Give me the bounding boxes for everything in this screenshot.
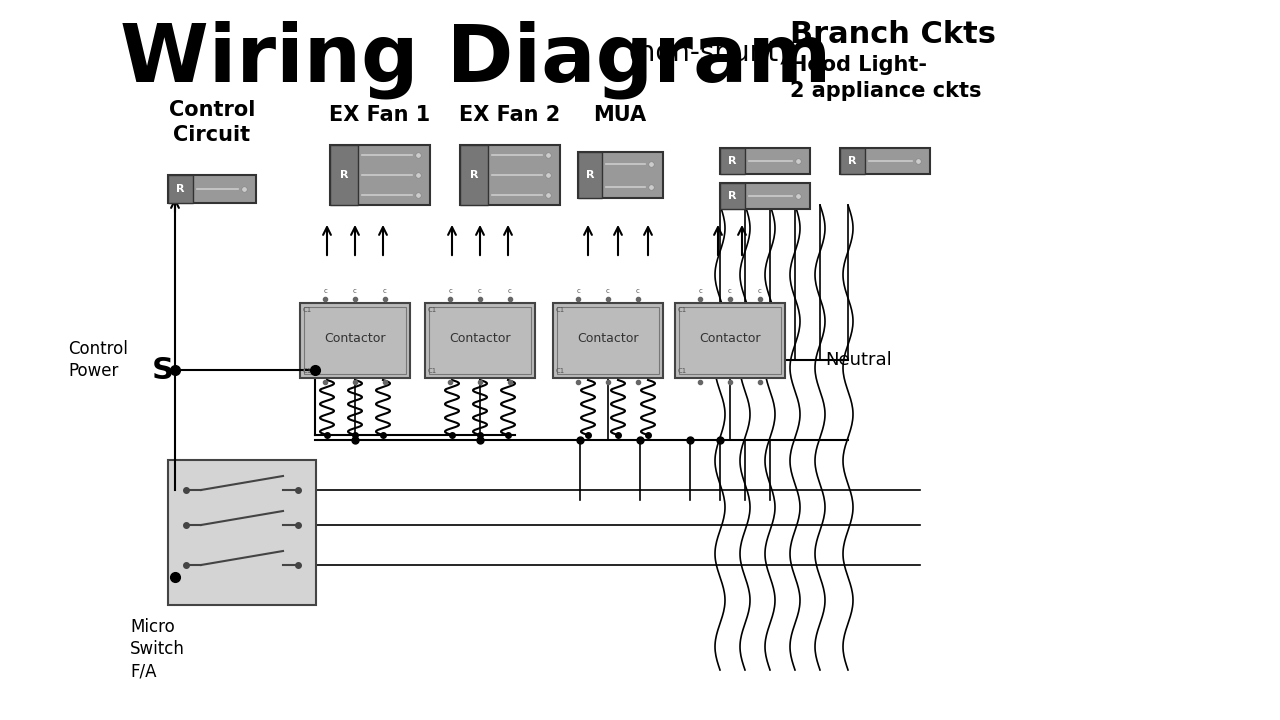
Bar (553, 302, 663, 377)
Text: C1: C1 (556, 367, 566, 374)
Bar (719, 183, 745, 209)
Bar (300, 302, 410, 377)
Bar (840, 148, 865, 174)
Text: c: c (576, 287, 580, 294)
Bar (678, 307, 781, 374)
Text: c: c (728, 287, 732, 294)
Text: C1: C1 (678, 307, 687, 312)
Text: C1: C1 (303, 367, 312, 374)
Text: C1: C1 (556, 307, 566, 312)
Text: c: c (699, 287, 703, 294)
Bar (330, 145, 430, 205)
Text: Control
Power: Control Power (68, 340, 128, 380)
Text: (non-shunt): (non-shunt) (628, 38, 790, 66)
Text: C1: C1 (428, 367, 438, 374)
Text: c: c (508, 287, 512, 294)
Text: EX Fan 2: EX Fan 2 (460, 105, 561, 125)
Text: Control
Circuit: Control Circuit (169, 100, 255, 145)
Text: Contactor: Contactor (449, 331, 511, 344)
Bar (840, 148, 931, 174)
Text: c: c (636, 287, 640, 294)
Text: c: c (605, 287, 611, 294)
Bar (305, 307, 406, 374)
Bar (579, 152, 602, 198)
Bar (330, 145, 358, 205)
Bar (579, 152, 663, 198)
Text: c: c (353, 287, 357, 294)
Text: R: R (177, 184, 184, 194)
Bar (168, 460, 316, 605)
Text: Micro
Switch
F/A: Micro Switch F/A (131, 618, 184, 680)
Bar (675, 302, 785, 377)
Text: Neutral: Neutral (826, 351, 892, 369)
Bar (460, 145, 488, 205)
Bar (719, 183, 810, 209)
Text: Wiring Diagram: Wiring Diagram (120, 20, 832, 99)
Text: EX Fan 1: EX Fan 1 (329, 105, 430, 125)
Text: R: R (339, 170, 348, 180)
Text: c: c (477, 287, 483, 294)
Text: c: c (324, 287, 328, 294)
Bar (168, 175, 193, 203)
Bar (429, 307, 531, 374)
Text: c: c (383, 287, 387, 294)
Bar (168, 175, 256, 203)
Text: c: c (448, 287, 452, 294)
Bar (425, 302, 535, 377)
Bar (557, 307, 659, 374)
Text: Hood Light-
2 appliance ckts: Hood Light- 2 appliance ckts (790, 55, 982, 102)
Text: R: R (728, 156, 737, 166)
Text: C1: C1 (678, 367, 687, 374)
Bar (719, 148, 745, 174)
Text: R: R (728, 191, 737, 201)
Text: R: R (586, 170, 594, 180)
Text: Branch Ckts: Branch Ckts (790, 20, 996, 49)
Text: Contactor: Contactor (324, 331, 385, 344)
Text: c: c (758, 287, 762, 294)
Text: Contactor: Contactor (699, 331, 760, 344)
Text: S: S (152, 356, 174, 384)
Text: R: R (849, 156, 856, 166)
Bar (719, 148, 810, 174)
Text: C1: C1 (303, 307, 312, 312)
Bar (460, 145, 561, 205)
Text: R: R (470, 170, 479, 180)
Text: MUA: MUA (594, 105, 646, 125)
Text: C1: C1 (428, 307, 438, 312)
Text: Contactor: Contactor (577, 331, 639, 344)
